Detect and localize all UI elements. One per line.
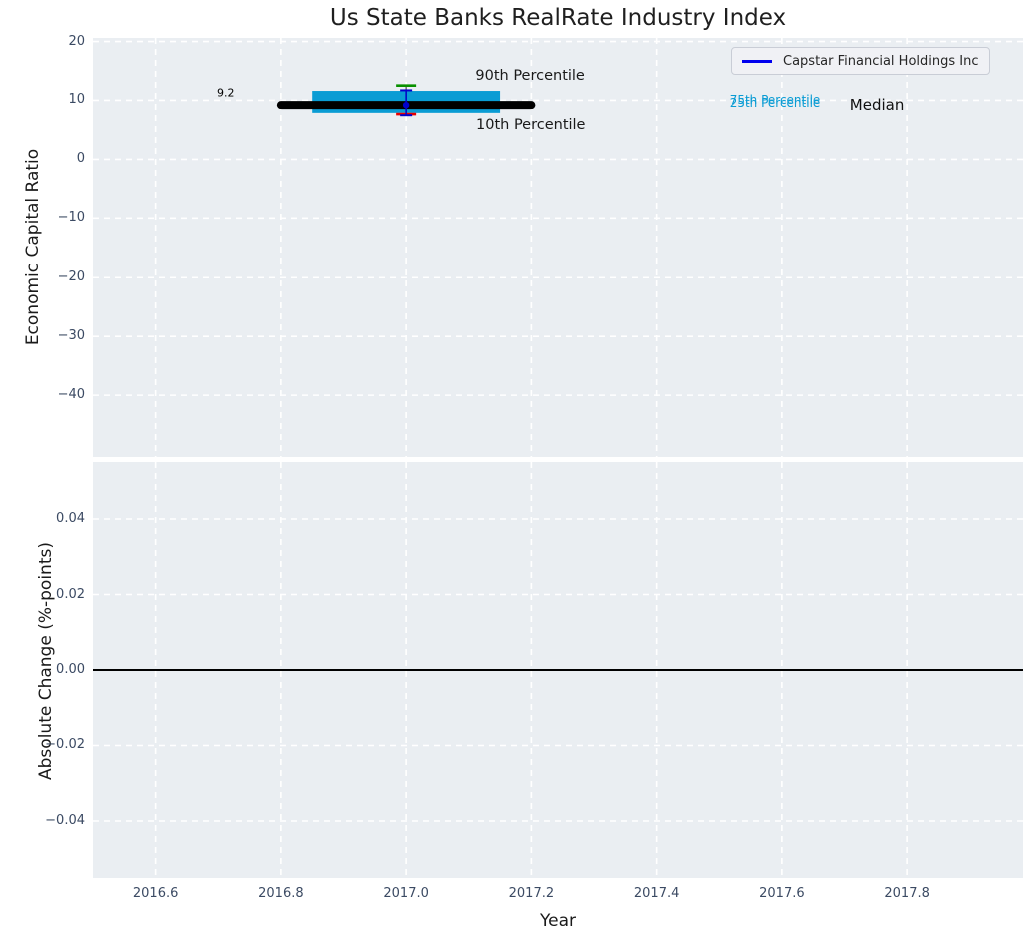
y-tick-label: −0.02 [45, 737, 85, 753]
x-tick-label: 2017.4 [633, 886, 680, 901]
bottom-axes [93, 462, 1023, 878]
y-tick-label: −20 [57, 269, 85, 285]
annotation-75th-percentile: 75th Percentile [729, 92, 821, 107]
top-y-axis-label: Economic Capital Ratio [23, 148, 43, 346]
y-tick-label: 0.04 [56, 511, 85, 526]
y-tick-label: 20 [68, 33, 85, 49]
x-tick-label: 2017.8 [884, 886, 930, 901]
top-axes [93, 38, 1023, 457]
legend-label: Capstar Financial Holdings Inc [783, 53, 979, 69]
annotation-median: Median [849, 95, 905, 114]
annotation-25th-percentile: 25th Percentile [729, 96, 821, 111]
chart-title: Us State Banks RealRate Industry Index [329, 5, 787, 31]
y-tick-label: 0.02 [56, 586, 85, 602]
x-axis-label: Year [540, 911, 576, 931]
annotation-90th-percentile: 90th Percentile [475, 67, 585, 84]
y-tick-label: 0 [76, 151, 85, 167]
x-tick-label: 2017.6 [759, 886, 805, 901]
x-tick-label: 2017.2 [508, 886, 555, 901]
legend: Capstar Financial Holdings Inc [731, 47, 990, 75]
y-tick-label: −10 [57, 210, 85, 226]
y-tick-label: −40 [57, 387, 85, 403]
y-tick-label: 0.00 [56, 662, 85, 677]
x-tick-label: 2017.0 [383, 886, 429, 901]
y-tick-label: −30 [57, 328, 85, 344]
y-tick-label: −0.04 [45, 812, 85, 828]
y-tick-label: 10 [68, 92, 85, 108]
legend-line-swatch [742, 59, 772, 63]
annotation-10th-percentile: 10th Percentile [476, 117, 586, 134]
x-tick-label: 2016.6 [132, 886, 179, 901]
annotation-9-2: 9.2 [217, 86, 235, 99]
x-tick-label: 2016.8 [258, 886, 304, 901]
